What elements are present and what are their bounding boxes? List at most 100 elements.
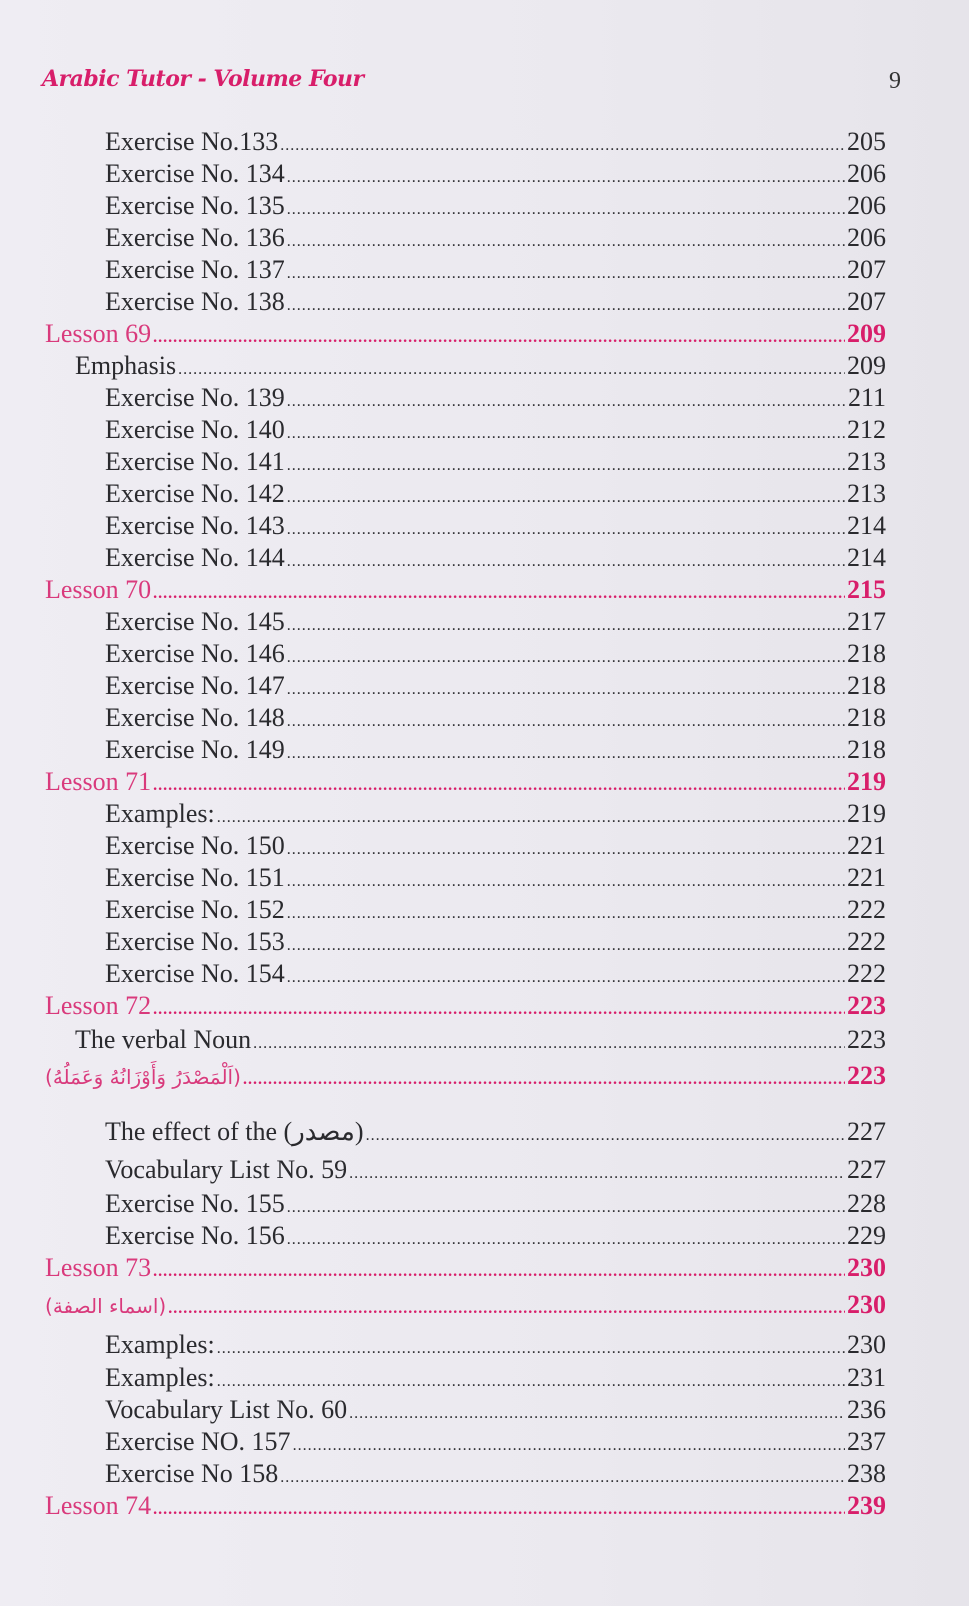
entry-page-number: 205 [847,127,886,156]
toc-entry: Exercise No. 143 214 [105,510,886,542]
entry-title: Exercise No. 141 [105,447,285,476]
toc-entry: Exercise No. 152 222 [105,894,886,926]
entry-title: Exercise No.133 [105,127,279,156]
entry-title: Exercise No 158 [105,1459,279,1488]
entry-page-number: 215 [847,575,886,604]
entry-page-number: 236 [847,1395,886,1424]
toc-entry: Exercise No. 142 213 [105,478,886,510]
dot-leader [217,1333,845,1365]
entry-title: Exercise No. 147 [105,671,285,700]
toc-entry: Exercise No. 154 222 [105,958,886,990]
toc-entry: Exercise No. 147 218 [105,670,886,702]
toc-lesson-entry: Lesson 69 209 [45,318,886,350]
entry-page-number: 209 [847,351,886,380]
dot-leader [153,1256,845,1288]
entry-page-number: 217 [847,607,886,636]
toc-entry: Exercise No. 139 211 [105,382,886,414]
entry-title: Exercise No. 135 [105,191,285,220]
entry-title: Vocabulary List No. 60 [105,1395,348,1424]
dot-leader [253,1028,845,1060]
entry-page-number: 218 [847,639,886,668]
entry-title: Exercise No. 148 [105,703,285,732]
entry-page-number: 206 [847,223,886,252]
toc-entry: Exercise No. 145 217 [105,606,886,638]
entry-page-number: 206 [847,191,886,220]
entry-page-number: 223 [847,991,886,1020]
entry-title: Exercise No. 152 [105,895,285,924]
entry-page-number: 237 [847,1427,886,1456]
toc-entry: Exercise No. 135 206 [105,190,886,222]
entry-title: Exercise No. 149 [105,735,285,764]
toc-entry: Examples: 231 [105,1362,886,1394]
entry-page-number: 238 [847,1459,886,1488]
entry-page-number: 218 [847,735,886,764]
toc-entry: Exercise No. 137 207 [105,254,886,286]
entry-title: The effect of the (مصدر) [105,1117,364,1146]
dot-leader [243,1064,845,1096]
entry-title: The verbal Noun [75,1025,252,1054]
entry-page-number: 213 [847,447,886,476]
toc-entry: Exercise No. 138 207 [105,286,886,318]
entry-page-number: 213 [847,479,886,508]
entry-page-number: 207 [847,255,886,284]
entry-title: Exercise No. 139 [105,383,285,412]
entry-title: Exercise No. 142 [105,479,285,508]
entry-page-number: 218 [847,671,886,700]
entry-title: Exercise No. 140 [105,415,285,444]
entry-page-number: 219 [847,767,886,796]
entry-page-number: 228 [847,1189,886,1218]
toc-entry: Exercise No. 144 214 [105,542,886,574]
entry-title: Lesson 74 [45,1491,152,1520]
entry-title: Examples: [105,799,215,828]
entry-page-number: 214 [847,511,886,540]
entry-title: Exercise No. 150 [105,831,285,860]
toc-entry: Examples: 219 [105,798,886,830]
entry-title: Exercise No. 146 [105,639,285,668]
entry-title: Examples: [105,1330,215,1359]
toc-entry: Exercise No. 141 213 [105,446,886,478]
entry-title: Lesson 70 [45,575,152,604]
dot-leader [153,1494,845,1526]
toc-entry: Exercise No. 134 206 [105,158,886,190]
entry-page-number: 219 [847,799,886,828]
entry-title: Vocabulary List No. 59 [105,1155,348,1184]
toc-lesson-entry: Lesson 70 215 [45,574,886,606]
toc-entry: Vocabulary List No. 59 227 [105,1154,886,1186]
toc-entry: Exercise No. 136 206 [105,222,886,254]
toc-entry: Emphasis 209 [75,350,886,382]
entry-page-number: 221 [847,831,886,860]
toc-entry: Vocabulary List No. 60 236 [105,1394,886,1426]
entry-title: Lesson 72 [45,991,152,1020]
entry-title: Exercise No. 136 [105,223,285,252]
toc-entry: Exercise No. 146 218 [105,638,886,670]
entry-page-number: 223 [847,1061,886,1090]
toc-lesson-entry: (اسماء الصفة) 230 [45,1289,886,1321]
entry-title: Exercise No. 134 [105,159,285,188]
entry-title: Emphasis [75,351,177,380]
toc-entry: Exercise No 158 238 [105,1458,886,1490]
toc-entry: Exercise No. 150 221 [105,830,886,862]
entry-title: Exercise No. 156 [105,1221,285,1250]
entry-page-number: 206 [847,159,886,188]
entry-title: Exercise No. 144 [105,543,285,572]
entry-page-number: 230 [847,1330,886,1359]
entry-page-number: 214 [847,543,886,572]
entry-title: Exercise No. 143 [105,511,285,540]
toc-entry: Exercise No.133 205 [105,126,886,158]
entry-title: Exercise No. 137 [105,255,285,284]
toc-entry: Exercise No. 155 228 [105,1188,886,1220]
entry-title: Exercise No. 151 [105,863,285,892]
entry-title: Examples: [105,1363,215,1392]
toc-entry: The verbal Noun 223 [75,1024,886,1056]
entry-page-number: 211 [847,383,886,412]
toc-lesson-entry: Lesson 72 223 [45,990,886,1022]
toc-entry: Exercise No. 149 218 [105,734,886,766]
entry-page-number: 229 [847,1221,886,1250]
dot-leader [349,1158,845,1190]
entry-page-number: 209 [847,319,886,348]
entry-title: Exercise NO. 157 [105,1427,291,1456]
entry-title: Exercise No. 145 [105,607,285,636]
toc-entry: Exercise No. 151 221 [105,862,886,894]
toc-lesson-entry: (اَلْمَصْدَرُ وَأَوْزَانُهُ وَعَمَلُهُ) 2… [45,1060,886,1092]
entry-page-number: 222 [847,959,886,988]
